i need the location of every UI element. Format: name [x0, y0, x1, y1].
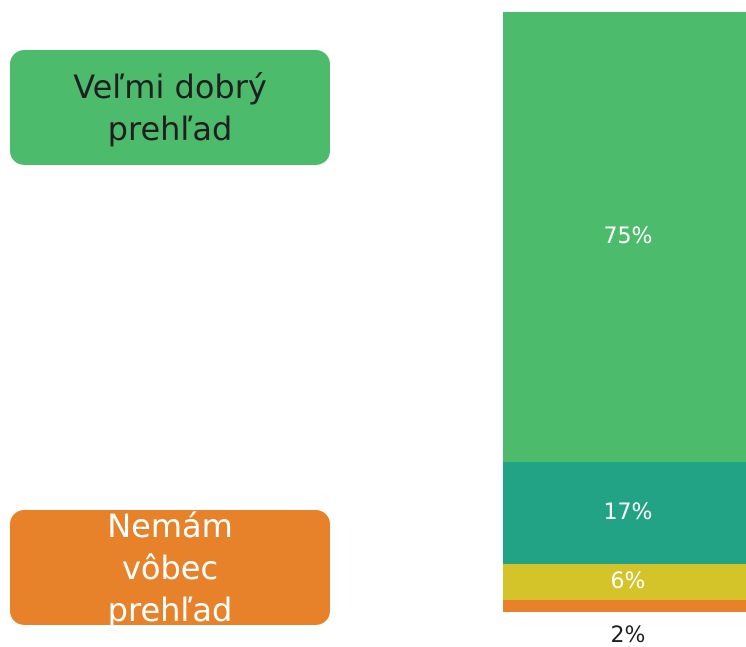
data-label: 2%: [611, 623, 646, 647]
bar-segment: [503, 462, 746, 564]
data-label: 17%: [604, 500, 653, 525]
bar-segment: [503, 600, 746, 612]
annotation-box: Veľmi dobrý prehľad: [10, 50, 330, 165]
bar-segment: [503, 12, 746, 462]
data-label: 6%: [611, 569, 646, 594]
data-label: 75%: [604, 224, 653, 249]
bar-segment: [503, 564, 746, 600]
annotation-box: Nemám vôbec prehľad: [10, 507, 330, 629]
